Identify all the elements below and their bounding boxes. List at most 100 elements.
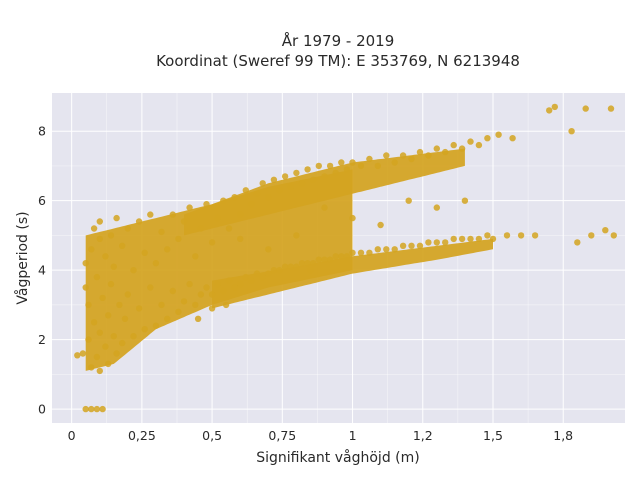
data-point [293,263,300,270]
data-point [88,364,95,371]
data-point [416,148,424,156]
x-tick-label: 1 [349,428,357,443]
data-point [82,284,89,291]
data-point [248,201,255,208]
data-point [332,169,339,177]
data-point [164,246,171,253]
data-point [377,221,384,229]
data-point [265,246,272,253]
data-point [102,253,109,260]
data-point [231,284,238,291]
data-point [265,270,272,277]
data-point [175,308,182,315]
data-point [158,301,165,309]
data-point [124,225,131,232]
data-point [366,155,373,163]
data-point [208,291,216,298]
data-point [416,242,424,249]
x-tick-label: 0,5 [202,428,222,443]
data-point [107,280,115,288]
data-point [405,197,412,204]
data-point [105,312,112,319]
data-point [310,260,317,267]
y-tick-label: 2 [38,332,46,347]
data-point [96,367,104,375]
data-point [307,267,314,274]
data-point [383,246,390,253]
data-point [610,232,617,239]
data-point [442,148,449,156]
data-point [399,242,407,249]
data-point [349,159,356,166]
data-point [425,152,432,159]
data-point [357,162,365,170]
data-point [551,103,558,111]
data-point [93,405,101,413]
data-point [326,162,334,170]
data-point [399,152,407,159]
data-point [298,180,306,187]
data-point [357,249,365,256]
chart-title: År 1979 - 2019 [282,31,395,50]
data-point [99,405,106,413]
data-point [253,270,261,277]
data-point [588,232,595,239]
data-point [242,187,249,194]
x-tick-label: 0,25 [128,428,156,443]
data-point [433,239,440,246]
data-point [321,173,328,180]
data-point [276,267,283,274]
data-point [293,169,300,177]
data-point [130,333,137,340]
data-point [88,246,95,253]
data-point [194,315,202,322]
y-axis-title: Vågperiod (s) [14,211,31,304]
y-tick-label: 6 [38,193,46,208]
data-point [225,225,233,232]
data-point [82,260,89,267]
data-point [214,280,221,288]
dense-cloud-lower-branch [212,238,493,309]
data-point [450,141,457,149]
data-point [366,249,373,256]
data-point [408,242,415,249]
data-point [315,256,322,263]
data-point [276,187,283,194]
data-point [391,246,398,253]
data-point [461,197,469,204]
data-point [158,228,165,236]
data-point [425,239,432,246]
data-point [281,173,289,180]
y-tick-label: 4 [38,263,46,278]
data-point [222,301,230,309]
data-point [408,155,415,163]
data-point [186,280,193,288]
data-point [74,352,81,359]
data-point [304,166,311,173]
data-point [169,287,176,295]
data-point [293,232,300,239]
data-point [107,232,115,239]
chart-subtitle: Koordinat (Sweref 99 TM): E 353769, N 62… [156,52,520,70]
data-point [180,218,188,225]
data-point [169,211,176,218]
data-point [242,273,249,281]
data-point [458,235,466,243]
data-point [164,315,171,322]
data-point [141,249,148,256]
data-point [467,138,474,145]
data-point [110,263,118,270]
data-point [96,218,104,225]
y-tick-label: 8 [38,124,46,139]
data-point [374,246,381,253]
data-point [203,201,210,208]
data-point [197,225,205,232]
data-point [484,135,491,142]
data-point [270,176,278,183]
data-point [433,145,440,152]
data-point [96,329,104,336]
x-tick-label: 0 [68,428,76,443]
data-point [349,214,356,222]
data-point [93,273,101,281]
data-point [450,235,457,243]
